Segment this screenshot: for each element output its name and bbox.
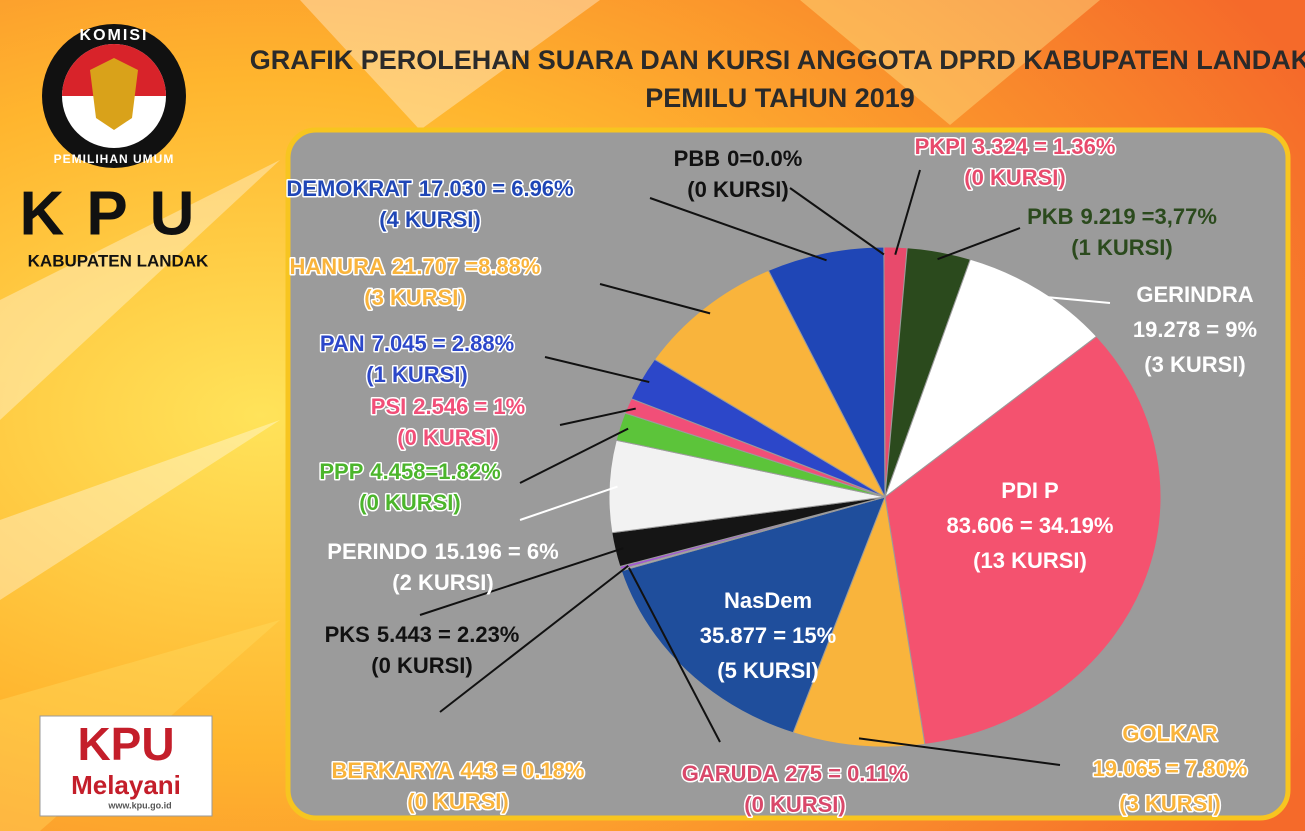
slice-value: 19.278 = 9% bbox=[1133, 317, 1257, 342]
leader-line bbox=[544, 356, 650, 384]
slice-name: BERKARYA bbox=[331, 758, 453, 783]
slice-value: 5.443 = 2.23% bbox=[377, 622, 520, 647]
slice-value: 15.196 = 6% bbox=[435, 539, 559, 564]
kpu-badge: KPU Melayani www.kpu.go.id bbox=[39, 715, 213, 817]
leader-line bbox=[858, 737, 1061, 766]
slice-label: PERINDO 15.196 = 6% (2 KURSI) bbox=[327, 539, 558, 595]
logo-top: KOMISI bbox=[80, 27, 149, 44]
logo-bottom: PEMILIHAN UMUM bbox=[54, 152, 175, 166]
slice-seats: (4 KURSI) bbox=[379, 207, 480, 232]
chart-subtitle: PEMILU TAHUN 2019 bbox=[645, 83, 915, 113]
slice-label: BERKARYA 443 = 0.18% (0 KURSI) bbox=[331, 758, 584, 814]
logo-region: KABUPATEN LANDAK bbox=[28, 251, 209, 270]
slice-value: 19.065 = 7.80% bbox=[1093, 756, 1248, 781]
slice-value: 0=0.0% bbox=[727, 146, 802, 171]
slice-label: HANURA 21.707 =8.88% (3 KURSI) bbox=[290, 254, 541, 310]
slice-name: PERINDO bbox=[327, 539, 427, 564]
leader-line bbox=[519, 485, 618, 521]
leader-line bbox=[439, 564, 629, 713]
leader-line bbox=[649, 197, 827, 262]
pie-slice bbox=[653, 269, 887, 499]
leader-line bbox=[599, 283, 711, 315]
slice-label: PSI 2.546 = 1% (0 KURSI) bbox=[371, 394, 525, 450]
leader-line bbox=[628, 567, 721, 743]
leader-line bbox=[1034, 295, 1111, 304]
slice-seats: (13 KURSI) bbox=[973, 548, 1087, 573]
slice-value: 443 = 0.18% bbox=[460, 758, 584, 783]
pie-slice bbox=[767, 246, 886, 498]
slice-name: PKB bbox=[1027, 204, 1073, 229]
slice-label: PBB 0=0.0% (0 KURSI) bbox=[674, 146, 803, 202]
slice-name: PAN bbox=[320, 331, 365, 356]
slice-name: PKS bbox=[325, 622, 370, 647]
slice-seats: (0 KURSI) bbox=[407, 789, 508, 814]
leader-line bbox=[419, 547, 624, 616]
slice-seats: (2 KURSI) bbox=[392, 570, 493, 595]
slice-label: DEMOKRAT 17.030 = 6.96% (4 KURSI) bbox=[286, 176, 573, 232]
logo-name: KPU bbox=[20, 179, 217, 248]
slice-label: GOLKAR 19.065 = 7.80% (3 KURSI) bbox=[1093, 721, 1248, 816]
slice-value: 21.707 =8.88% bbox=[392, 254, 541, 279]
kpu-logo: KOMISI PEMILIHAN UMUM KPU KABUPATEN LAND… bbox=[20, 24, 217, 270]
slice-value: 2.546 = 1% bbox=[413, 394, 525, 419]
slice-seats: (0 KURSI) bbox=[397, 425, 498, 450]
slice-seats: (5 KURSI) bbox=[717, 658, 818, 683]
slice-label: GARUDA 275 = 0.11% (0 KURSI) bbox=[682, 761, 909, 817]
slice-name: GARUDA bbox=[682, 761, 779, 786]
slice-name: NasDem bbox=[724, 588, 812, 613]
pie-slice bbox=[620, 496, 886, 734]
slice-seats: (0 KURSI) bbox=[359, 490, 460, 515]
leader-line bbox=[519, 427, 629, 484]
slice-seats: (0 KURSI) bbox=[371, 653, 472, 678]
pie-slice bbox=[883, 258, 1098, 499]
slice-seats: (0 KURSI) bbox=[964, 165, 1065, 190]
badge-top: KPU bbox=[77, 718, 174, 770]
leader-line bbox=[789, 187, 885, 256]
slice-label: PKB 9.219 =3,77% (1 KURSI) bbox=[1027, 204, 1217, 260]
leader-line bbox=[894, 169, 921, 255]
pie-slice bbox=[792, 495, 926, 748]
slice-label: GERINDRA 19.278 = 9% (3 KURSI) bbox=[1133, 282, 1257, 377]
leader-line bbox=[937, 227, 1021, 261]
slice-name: GOLKAR bbox=[1122, 721, 1217, 746]
slice-name: PDI P bbox=[1001, 478, 1058, 503]
slice-label: PAN 7.045 = 2.88% (1 KURSI) bbox=[320, 331, 514, 387]
pie-slice bbox=[883, 246, 886, 498]
slice-value: 83.606 = 34.19% bbox=[947, 513, 1114, 538]
slice-value: 7.045 = 2.88% bbox=[372, 331, 515, 356]
slice-value: 275 = 0.11% bbox=[785, 761, 908, 786]
slice-name: HANURA bbox=[290, 254, 385, 279]
slice-seats: (3 KURSI) bbox=[1144, 352, 1245, 377]
badge-bottom: Melayani bbox=[71, 770, 181, 800]
slice-name: PSI bbox=[371, 394, 406, 419]
slice-name: PKPI bbox=[915, 134, 966, 159]
slice-seats: (0 KURSI) bbox=[744, 792, 845, 817]
slice-value: 4.458=1.82% bbox=[370, 459, 500, 484]
slice-label: PKS 5.443 = 2.23% (0 KURSI) bbox=[325, 622, 520, 678]
slice-seats: (1 KURSI) bbox=[1071, 235, 1172, 260]
slice-label: PDI P 83.606 = 34.19% (13 KURSI) bbox=[947, 478, 1114, 573]
slice-label: PPP 4.458=1.82% (0 KURSI) bbox=[319, 459, 500, 515]
slice-label: NasDem 35.877 = 15% (5 KURSI) bbox=[700, 588, 836, 683]
slice-seats: (3 KURSI) bbox=[1119, 791, 1220, 816]
slice-value: 35.877 = 15% bbox=[700, 623, 836, 648]
pie-slice bbox=[884, 335, 1162, 745]
slice-seats: (0 KURSI) bbox=[687, 177, 788, 202]
slice-name: PBB bbox=[674, 146, 720, 171]
slice-seats: (1 KURSI) bbox=[366, 362, 467, 387]
slice-value: 17.030 = 6.96% bbox=[419, 176, 574, 201]
slice-seats: (3 KURSI) bbox=[364, 285, 465, 310]
leader-line bbox=[559, 407, 636, 426]
slice-name: PPP bbox=[319, 459, 363, 484]
slice-value: 9.219 =3,77% bbox=[1081, 204, 1217, 229]
slice-name: DEMOKRAT bbox=[286, 176, 412, 201]
slice-value: 3.324 = 1.36% bbox=[973, 134, 1116, 159]
badge-url: www.kpu.go.id bbox=[107, 800, 171, 810]
chart-title: GRAFIK PEROLEHAN SUARA DAN KURSI ANGGOTA… bbox=[250, 45, 1305, 75]
slice-label: PKPI 3.324 = 1.36% (0 KURSI) bbox=[915, 134, 1116, 190]
slice-name: GERINDRA bbox=[1136, 282, 1253, 307]
